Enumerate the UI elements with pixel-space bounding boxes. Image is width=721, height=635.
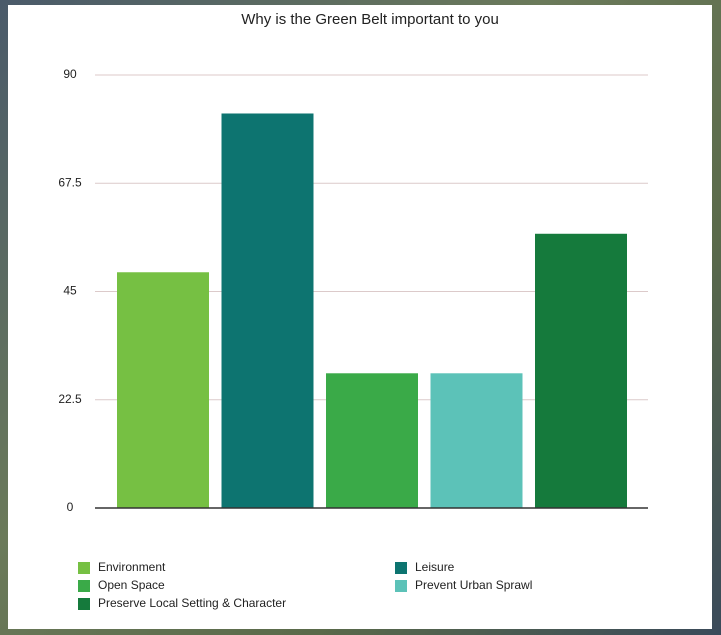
y-tick-label: 90 xyxy=(63,67,77,81)
legend-label: Leisure xyxy=(415,560,455,574)
bar xyxy=(221,113,314,508)
bar xyxy=(117,272,209,508)
bar xyxy=(326,373,418,508)
y-tick-label: 0 xyxy=(67,500,74,514)
legend-swatch xyxy=(395,562,407,574)
legend-swatch xyxy=(78,580,90,592)
legend-swatch xyxy=(78,562,90,574)
legend-label: Prevent Urban Sprawl xyxy=(415,578,532,592)
chart-title: Why is the Green Belt important to you xyxy=(241,11,499,28)
y-tick-label: 45 xyxy=(63,284,77,298)
legend-swatch xyxy=(395,580,407,592)
bar xyxy=(535,233,627,508)
legend-swatch xyxy=(78,598,90,610)
y-tick-label: 22.5 xyxy=(58,392,82,406)
bar xyxy=(430,373,523,508)
y-tick-label: 67.5 xyxy=(58,175,82,189)
legend-label: Preserve Local Setting & Character xyxy=(98,596,286,610)
legend-label: Open Space xyxy=(98,578,165,592)
legend-label: Environment xyxy=(98,560,166,574)
